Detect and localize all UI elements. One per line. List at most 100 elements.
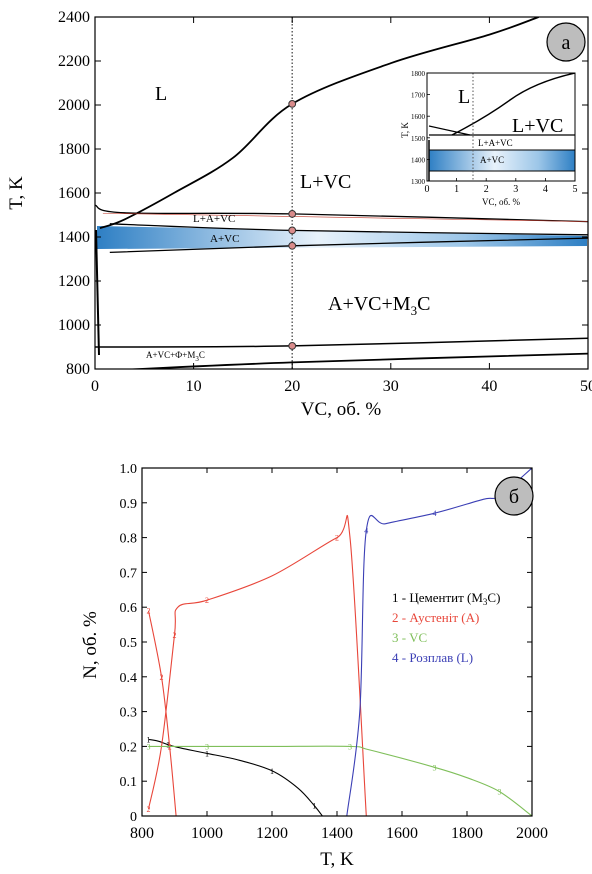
- panel-b-ticks: 800 1000 1200 1400 1600 1800 2000 0 0.1 0.2 0.3 0.4…: [120, 462, 549, 842]
- panel-a-y-tick-label: 2000: [58, 97, 90, 114]
- panel-a-solidus-line: [95, 204, 588, 223]
- panel-a-y-tick-label: 1600: [58, 185, 90, 202]
- series-line-austenite: [147, 514, 367, 816]
- region-austenite-vc-ferrite-carbide: A+VC+Ф+M3C: [146, 350, 205, 363]
- panel-a-fills: [95, 226, 587, 356]
- series-line-austenite-branch: [147, 610, 177, 816]
- panel-b-x-tick-label: 800: [130, 825, 154, 842]
- inset-liquidus: [451, 73, 575, 136]
- series-marker-cementite: 1: [166, 741, 170, 750]
- panel-a-y-tick-label: 2200: [58, 53, 90, 70]
- inset-x-tick-label: 0: [425, 184, 430, 195]
- panel-a-marked-point: [288, 100, 297, 108]
- series-marker-vc: 3: [498, 788, 502, 797]
- inset-region-liquid-vc: L+VC: [512, 115, 563, 137]
- region-austenite-vc: A+VC: [210, 233, 239, 245]
- panel-a-marked-point: [288, 241, 297, 250]
- panel-b-y-tick-label: 0.6: [120, 601, 138, 616]
- inset-region-austenite-vc: A+VC: [480, 155, 504, 165]
- liquidus-left-edge: [95, 229, 100, 356]
- panel-b-y-tick-label: 0.9: [120, 497, 138, 512]
- inset-solvus-upper: [428, 125, 471, 136]
- panel-a-y-tick-label: 1800: [58, 141, 90, 158]
- inset-frame: [426, 72, 576, 182]
- panel-a-band-lower-line: [109, 237, 588, 254]
- series-marker-austenite: 2: [335, 534, 339, 543]
- series-line-cementite: [148, 738, 323, 816]
- panel-b-x-tick-label: 2000: [516, 825, 548, 842]
- panel-a-x-tick-label: 0: [91, 378, 99, 395]
- panel-b-y-title: N, об. %: [80, 611, 101, 679]
- panel-b-y-tick-label: 0: [130, 810, 137, 825]
- inset: 0 1 2 3 4 5 1300 1400 1500 1600 1700 1800 L L+VC L+…: [400, 70, 578, 207]
- panel-a-y-title: T, K: [6, 176, 27, 210]
- panel-b-y-tick-label: 1.0: [120, 462, 138, 477]
- series-marker-vc: 3: [205, 742, 209, 751]
- panel-b-x-tick-label: 1800: [451, 825, 483, 842]
- legend-austenite: 2 - Аустеніт (А): [392, 610, 479, 625]
- series-marker-melt: 4: [433, 509, 437, 518]
- austenite-vc-band: [97, 226, 587, 249]
- region-liquid-austenite-vc: L+A+VC: [193, 213, 235, 225]
- series-marker-austenite-branch: 2: [160, 673, 164, 682]
- panel-a-x-tick-label: 30: [383, 378, 399, 395]
- panel-a-x-tick-label: 40: [481, 378, 497, 395]
- series-marker-austenite-branch: 2: [147, 607, 151, 616]
- panel-a-badge: [546, 22, 586, 62]
- series-marker-vc: 3: [147, 742, 151, 751]
- legend-vc: 3 - VC: [392, 630, 427, 645]
- panel-b-x-tick-label: 1400: [321, 825, 353, 842]
- panel-a-y-tick-label: 1400: [58, 229, 90, 246]
- series-marker-austenite: 2: [173, 631, 177, 640]
- panel-a-x-title: VC, об. %: [301, 399, 382, 420]
- panel-a-marked-point: [288, 226, 297, 235]
- inset-ticks: 0 1 2 3 4 5 1300 1400 1500 1600 1700 1800: [411, 70, 578, 195]
- panel-b-x-tick-label: 1200: [256, 825, 288, 842]
- region-liquid: L: [155, 83, 167, 105]
- panel-b: 111112222222333334444 800100012001400160…: [80, 462, 548, 870]
- series-marker-vc: 3: [433, 763, 437, 772]
- panel-b-badge: [494, 476, 534, 516]
- region-austenite-vc-carbide: A+VC+M3C: [328, 293, 430, 318]
- inset-y-tick-label: 1300: [411, 178, 426, 186]
- series-marker-cementite: 1: [312, 802, 316, 811]
- series-marker-cementite: 1: [270, 767, 274, 776]
- panel-b-x-title: T, K: [320, 849, 354, 870]
- series-marker-austenite: 2: [205, 596, 209, 605]
- series-marker-cementite: 1: [205, 749, 209, 758]
- inset-x-tick-label: 3: [513, 184, 518, 195]
- series-marker-melt: 4: [530, 464, 534, 473]
- inset-region-liquid: L: [458, 86, 470, 108]
- region-liquid-vc: L+VC: [300, 171, 351, 193]
- panel-a: 0 10 20 30 40 5080010001200140016001800200022…: [6, 9, 592, 420]
- inset-region-liquid-austenite-vc: L+A+VC: [478, 138, 513, 148]
- panel-b-legend: 1 - Цементит (M3C) 2 - Аустеніт (А) 3 - …: [392, 590, 500, 665]
- legend-cementite: 1 - Цементит (M3C): [392, 590, 500, 607]
- inset-x-tick-label: 4: [543, 184, 548, 195]
- panel-a-marked-point: [288, 342, 297, 350]
- panel-b-y-tick-label: 0.4: [120, 671, 138, 686]
- series-line-vc: [148, 745, 532, 816]
- inset-y-title: T, K: [400, 122, 410, 138]
- panel-b-series: 111112222222333334444: [147, 464, 534, 816]
- panel-b-y-tick-label: 0.3: [120, 706, 138, 721]
- panel-b-x-tick-label: 1000: [191, 825, 223, 842]
- inset-x-tick-label: 2: [484, 184, 489, 195]
- panel-a-marked-point: [288, 210, 297, 218]
- inset-y-tick-label: 1400: [411, 156, 426, 164]
- panel-b-y-tick-label: 0.5: [120, 636, 138, 651]
- inset-fills: [428, 73, 575, 181]
- series-line-melt: [346, 468, 532, 816]
- inset-y-tick-label: 1500: [411, 135, 426, 143]
- panel-b-frame: [141, 467, 533, 817]
- legend-melt: 4 - Розплав (L): [392, 650, 473, 665]
- panel-a-y-tick-label: 1200: [58, 273, 90, 290]
- panel-b-label: б: [509, 486, 519, 508]
- inset-austenite-vc-band: [429, 150, 575, 171]
- panel-a-label: а: [562, 32, 571, 54]
- panel-a-markers: [288, 100, 297, 350]
- panel-a-x-tick-label: 10: [186, 378, 202, 395]
- panel-a-ticks: 0 10 20 30 40 5080010001200140016001800200022…: [58, 9, 592, 395]
- inset-x-tick-label: 5: [573, 184, 578, 195]
